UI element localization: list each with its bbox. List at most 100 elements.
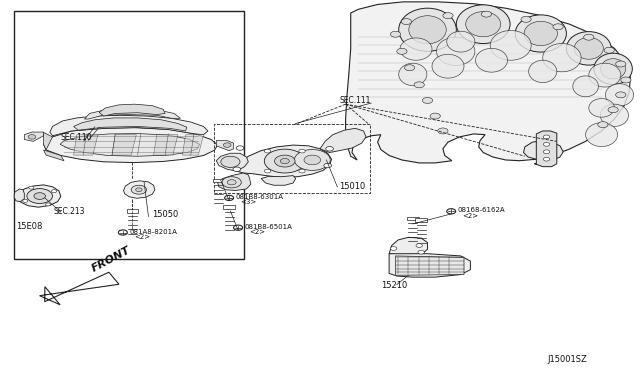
- Circle shape: [27, 189, 52, 203]
- Circle shape: [52, 190, 57, 193]
- Text: 15210: 15210: [381, 281, 407, 290]
- Circle shape: [131, 185, 147, 194]
- Bar: [14, 11, 244, 259]
- Circle shape: [481, 11, 492, 17]
- Polygon shape: [524, 141, 563, 162]
- Polygon shape: [346, 2, 630, 163]
- Ellipse shape: [436, 37, 475, 65]
- Ellipse shape: [515, 15, 566, 52]
- Ellipse shape: [432, 54, 464, 78]
- Text: 081B8-6301A: 081B8-6301A: [236, 194, 284, 200]
- Circle shape: [118, 230, 127, 235]
- Polygon shape: [74, 135, 98, 155]
- Text: 081B8-6501A: 081B8-6501A: [244, 224, 292, 230]
- Circle shape: [553, 24, 563, 30]
- Circle shape: [397, 48, 407, 54]
- Ellipse shape: [586, 123, 618, 147]
- Circle shape: [299, 149, 305, 153]
- Circle shape: [234, 225, 243, 230]
- Circle shape: [401, 19, 412, 25]
- Circle shape: [443, 13, 453, 19]
- Circle shape: [543, 135, 550, 139]
- Ellipse shape: [594, 53, 632, 84]
- Text: <2>: <2>: [250, 229, 266, 235]
- Text: 081A8-8201A: 081A8-8201A: [129, 229, 177, 235]
- Polygon shape: [216, 141, 234, 151]
- Text: FRONT: FRONT: [90, 244, 132, 273]
- Polygon shape: [407, 217, 419, 220]
- Ellipse shape: [600, 59, 626, 79]
- Text: SEC.213: SEC.213: [53, 207, 84, 216]
- Ellipse shape: [573, 76, 598, 97]
- Ellipse shape: [456, 5, 510, 44]
- Circle shape: [29, 186, 34, 189]
- Polygon shape: [237, 145, 332, 177]
- Polygon shape: [396, 256, 464, 275]
- Polygon shape: [534, 131, 557, 167]
- Ellipse shape: [400, 38, 432, 60]
- Circle shape: [390, 247, 397, 250]
- Circle shape: [390, 31, 401, 37]
- Text: SEC.110: SEC.110: [61, 133, 92, 142]
- Text: 08168-6162A: 08168-6162A: [458, 208, 505, 214]
- Ellipse shape: [447, 31, 475, 52]
- Polygon shape: [124, 181, 155, 198]
- Circle shape: [616, 92, 626, 98]
- Polygon shape: [99, 104, 165, 116]
- Text: 15010: 15010: [339, 182, 365, 191]
- Circle shape: [543, 142, 550, 146]
- Text: J15001SZ: J15001SZ: [547, 355, 587, 363]
- Ellipse shape: [543, 44, 581, 72]
- Ellipse shape: [566, 32, 611, 65]
- Polygon shape: [84, 109, 180, 119]
- Circle shape: [236, 146, 244, 150]
- Polygon shape: [18, 185, 61, 207]
- Circle shape: [264, 149, 305, 173]
- Circle shape: [225, 195, 234, 201]
- Circle shape: [418, 250, 424, 254]
- Ellipse shape: [589, 63, 621, 87]
- Circle shape: [34, 193, 45, 199]
- Circle shape: [447, 209, 456, 214]
- Polygon shape: [261, 176, 296, 185]
- Circle shape: [438, 128, 448, 134]
- Ellipse shape: [529, 60, 557, 83]
- Polygon shape: [40, 272, 119, 305]
- Polygon shape: [389, 254, 470, 277]
- Ellipse shape: [600, 104, 628, 126]
- Polygon shape: [50, 115, 208, 136]
- Circle shape: [222, 177, 241, 188]
- Circle shape: [598, 122, 608, 128]
- Circle shape: [422, 97, 433, 103]
- Text: 15050: 15050: [152, 209, 179, 218]
- Circle shape: [264, 149, 271, 153]
- Text: <2>: <2>: [462, 213, 478, 219]
- Ellipse shape: [490, 31, 531, 60]
- Circle shape: [543, 150, 550, 154]
- Ellipse shape: [399, 63, 427, 86]
- Text: SEC.111: SEC.111: [339, 96, 371, 105]
- Circle shape: [294, 150, 330, 170]
- Polygon shape: [24, 132, 44, 141]
- Ellipse shape: [589, 99, 614, 117]
- Circle shape: [136, 188, 142, 192]
- Ellipse shape: [466, 12, 500, 37]
- Polygon shape: [216, 153, 248, 171]
- Circle shape: [28, 135, 36, 139]
- Polygon shape: [154, 135, 178, 155]
- Ellipse shape: [399, 8, 456, 51]
- Circle shape: [304, 155, 321, 165]
- Circle shape: [45, 203, 51, 206]
- Circle shape: [221, 156, 240, 167]
- Circle shape: [326, 147, 333, 151]
- Ellipse shape: [605, 84, 634, 106]
- Circle shape: [233, 167, 241, 171]
- Polygon shape: [182, 135, 204, 155]
- Circle shape: [616, 61, 626, 67]
- Circle shape: [299, 169, 305, 173]
- Polygon shape: [223, 205, 235, 209]
- Polygon shape: [213, 179, 225, 182]
- Circle shape: [227, 180, 236, 185]
- Circle shape: [621, 77, 631, 83]
- Circle shape: [416, 244, 422, 247]
